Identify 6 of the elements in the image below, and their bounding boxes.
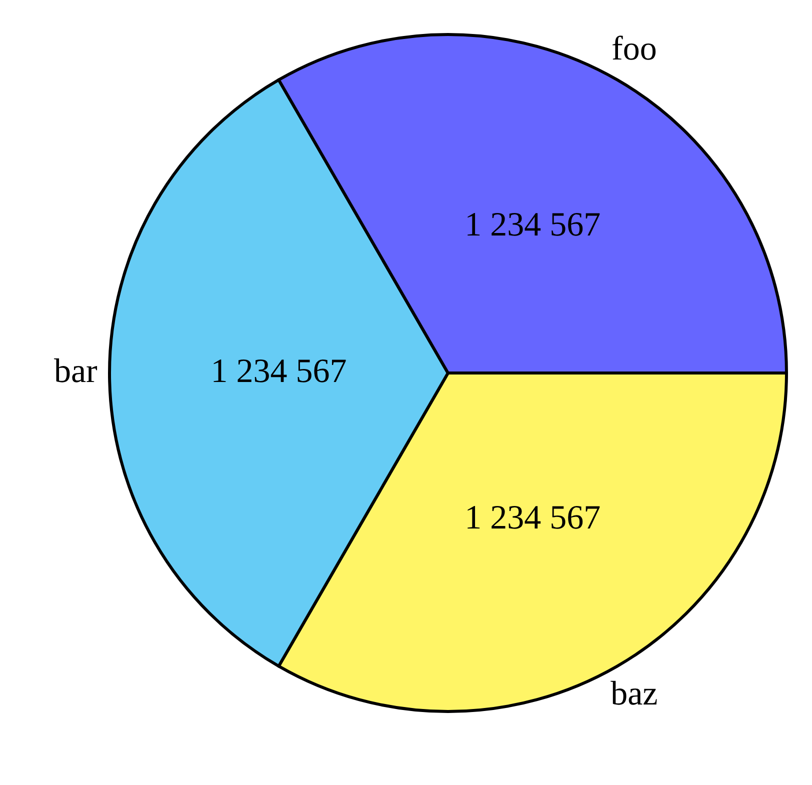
data-label: 1 234 567 bbox=[210, 352, 347, 390]
slice-label: bar bbox=[54, 352, 98, 390]
slice-label: baz bbox=[610, 675, 658, 712]
data-label: 1 234 567 bbox=[464, 206, 601, 244]
data-label: 1 234 567 bbox=[464, 499, 601, 536]
slice-label: foo bbox=[612, 30, 657, 68]
